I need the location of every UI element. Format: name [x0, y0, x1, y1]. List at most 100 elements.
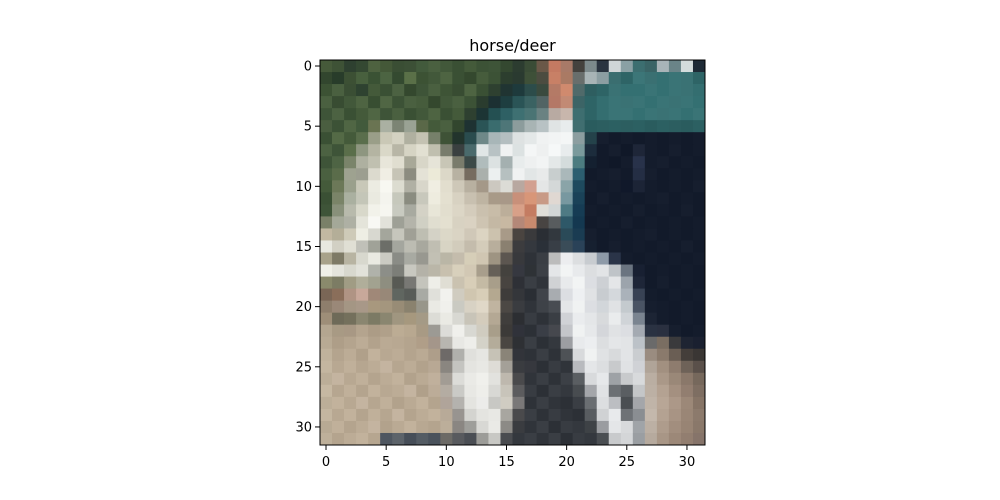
image-pixel [536, 360, 549, 374]
image-pixel [356, 180, 369, 193]
image-pixel [368, 312, 381, 326]
image-pixel [404, 312, 417, 326]
image-pixel [404, 408, 417, 422]
image-pixel [320, 384, 333, 398]
image-pixel [608, 384, 622, 398]
image-pixel [692, 72, 706, 85]
image-pixel [668, 72, 682, 85]
image-pixel [692, 336, 706, 350]
image-pixel [620, 264, 634, 277]
x-tick-label: 25 [619, 455, 636, 470]
image-pixel [464, 432, 477, 446]
image-pixel [488, 252, 501, 265]
image-pixel [668, 180, 682, 193]
image-pixel [440, 336, 453, 350]
image-pixel [512, 276, 525, 289]
image-pixel [536, 396, 549, 410]
image-pixel [524, 156, 537, 169]
image-pixel [668, 252, 682, 265]
image-pixel [632, 396, 646, 410]
image-pixel [548, 156, 562, 169]
image-pixel [596, 132, 610, 145]
image-pixel [320, 336, 333, 350]
image-pixel [644, 288, 658, 302]
image-pixel [620, 408, 634, 422]
image-pixel [596, 60, 610, 73]
image-pixel [584, 360, 598, 374]
image-pixel [536, 348, 549, 362]
image-pixel [404, 168, 417, 181]
image-pixel [332, 276, 345, 289]
image-pixel [632, 312, 646, 326]
image-pixel [332, 216, 345, 229]
image-pixel [452, 120, 465, 133]
image-pixel [380, 204, 393, 217]
image-pixel [440, 372, 453, 386]
image-pixel [500, 360, 513, 374]
image-pixel [320, 348, 333, 362]
image-pixel [428, 384, 441, 398]
image-pixel [332, 324, 345, 338]
image-pixel [572, 312, 586, 326]
image-pixel [404, 360, 417, 374]
image-pixel [476, 120, 489, 133]
y-tick-label: 0 [304, 60, 312, 75]
image-pixel [536, 420, 549, 434]
image-pixel [476, 144, 489, 157]
image-pixel [572, 348, 586, 362]
image-pixel [440, 420, 453, 434]
image-pixel [476, 372, 489, 386]
image-pixel [620, 168, 634, 181]
image-pixel [368, 336, 381, 350]
image-pixel [392, 312, 405, 326]
image-pixel [332, 252, 345, 265]
image-pixel [536, 276, 549, 289]
image-pixel [344, 60, 357, 73]
image-pixel [608, 108, 622, 121]
image-pixel [524, 252, 537, 265]
image-pixel [440, 324, 453, 338]
image-pixel [512, 120, 525, 133]
image-pixel [428, 276, 441, 289]
image-pixel [596, 420, 610, 434]
image-pixel [404, 60, 417, 73]
image-pixel [692, 300, 706, 314]
image-pixel [596, 348, 610, 362]
image-pixel [512, 408, 525, 422]
image-pixel [512, 60, 525, 73]
image-pixel [572, 372, 586, 386]
image-pixel [320, 408, 333, 422]
image-pixel [332, 144, 345, 157]
image-pixel [368, 288, 381, 302]
image-pixel [500, 348, 513, 362]
image-pixel [572, 96, 586, 109]
image-pixel [476, 204, 489, 217]
image-pixel [464, 360, 477, 374]
image-pixel [368, 108, 381, 121]
y-tick-label: 10 [295, 180, 312, 195]
image-pixel [512, 288, 525, 302]
image-pixel [380, 300, 393, 314]
image-pixel [452, 108, 465, 121]
image-pixel [452, 360, 465, 374]
image-pixel [668, 144, 682, 157]
image-pixel [476, 432, 489, 446]
image-pixel [428, 264, 441, 277]
image-pixel [596, 408, 610, 422]
image-pixel [320, 192, 333, 205]
image-pixel [608, 276, 622, 289]
image-pixel [512, 384, 525, 398]
image-pixel [452, 144, 465, 157]
image-pixel [428, 336, 441, 350]
image-pixel [632, 144, 646, 157]
image-pixel [488, 348, 501, 362]
image-pixel [548, 360, 562, 374]
image-pixel [464, 396, 477, 410]
image-pixel [452, 264, 465, 277]
image-pixel [692, 96, 706, 109]
image-pixel [536, 324, 549, 338]
image-pixel [620, 216, 634, 229]
image-pixel [488, 216, 501, 229]
image-pixel [632, 336, 646, 350]
image-pixel [428, 120, 441, 133]
